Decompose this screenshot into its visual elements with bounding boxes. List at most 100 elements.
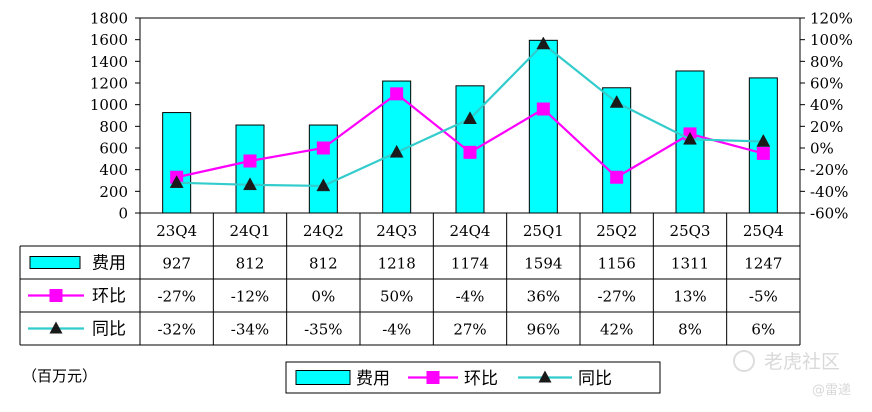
table-cell-yoy: -34% — [231, 321, 269, 339]
legend-label-qoq: 环比 — [464, 369, 498, 389]
table-cell-yoy: 8% — [678, 321, 702, 339]
y2-tick-label: 40% — [810, 96, 843, 114]
watermark-sub: @雷递 — [812, 383, 851, 398]
yoy-marker-24Q1 — [243, 177, 257, 191]
y2-tick-label: 0% — [810, 140, 834, 158]
y-tick-label: 0 — [118, 205, 128, 223]
table-cell-yoy: -4% — [382, 321, 411, 339]
table-key-yoy-marker — [49, 321, 63, 334]
y-tick-label: 1600 — [90, 31, 128, 49]
table-cell-qoq: -27% — [157, 288, 195, 306]
unit-label: （百万元） — [22, 367, 97, 385]
table-cell-qoq: 0% — [311, 288, 335, 306]
table-cell-qoq: 13% — [673, 288, 706, 306]
bar-series-fees — [162, 39, 778, 214]
table-cell-yoy: 96% — [527, 321, 560, 339]
table-row-label-fees: 费用 — [92, 254, 126, 274]
bar-24Q1 — [235, 124, 265, 214]
data-table: 23Q4 24Q1 24Q2 24Q3 24Q4 25Q1 25Q2 25Q3 25Q4 费用 92… — [19, 213, 801, 346]
table-cell-qoq: -27% — [597, 288, 635, 306]
y2-tick-label: -20% — [810, 161, 848, 179]
y2-tick-label: -60% — [810, 205, 848, 223]
yoy-marker-23Q4 — [169, 175, 184, 188]
y2-tick-label: 20% — [810, 118, 843, 136]
y-tick-label: 200 — [99, 183, 128, 201]
y-tick-label: 400 — [99, 161, 128, 179]
table-cell-yoy: 27% — [453, 321, 486, 339]
category-label: 25Q1 — [523, 222, 564, 240]
legend-key-yoy-marker — [538, 370, 552, 383]
category-label: 25Q3 — [670, 222, 711, 240]
table-cell-fees: 1311 — [671, 255, 709, 273]
y2-tick-label: 80% — [810, 53, 843, 71]
yoy-marker-24Q2 — [316, 178, 331, 192]
table-cell-fees: 1218 — [378, 255, 416, 273]
y-tick-label: 1800 — [90, 10, 128, 28]
axes: 1800 1600 1400 1200 1000 800 600 400 200 0 120% 100… — [90, 10, 853, 223]
table-cell-fees: 927 — [162, 255, 191, 273]
table-cell-qoq: 50% — [380, 288, 413, 306]
bar-25Q2 — [602, 87, 632, 214]
y2-tick-label: -40% — [810, 183, 848, 201]
table-cell-yoy: -32% — [157, 321, 195, 339]
legend-key-qoq-marker — [426, 371, 440, 384]
qoq-marker-24Q1 — [243, 154, 257, 168]
qoq-marker-25Q2 — [610, 170, 624, 184]
line-series — [169, 36, 771, 192]
qoq-marker-25Q4 — [756, 146, 770, 160]
yoy-marker-25Q4 — [756, 133, 771, 147]
yoy-marker-25Q2 — [609, 94, 624, 108]
table-cell-fees: 812 — [309, 255, 338, 273]
watermark: 老虎社区 @雷递 — [733, 350, 851, 398]
table-key-fees — [29, 256, 81, 269]
yoy-marker-25Q3 — [683, 131, 697, 145]
legend-label-yoy: 同比 — [578, 369, 612, 389]
category-label: 25Q4 — [743, 222, 784, 240]
y-tick-label: 1000 — [90, 96, 128, 114]
table-cell-qoq: -4% — [456, 288, 485, 306]
y-tick-label: 1200 — [90, 75, 128, 93]
bar-25Q1 — [528, 39, 558, 214]
yoy-marker-25Q1 — [536, 36, 551, 50]
bar-23Q4 — [162, 112, 192, 214]
table-cell-qoq: -5% — [749, 288, 778, 306]
table-cell-fees: 1156 — [598, 255, 636, 273]
y-tick-label: 800 — [99, 118, 128, 136]
y-tick-label: 1400 — [90, 53, 128, 71]
table-cell-fees: 1594 — [524, 255, 562, 273]
qoq-marker-25Q1 — [536, 102, 550, 116]
watermark-text: 老虎社区 — [764, 351, 840, 373]
category-label: 24Q4 — [450, 222, 491, 240]
y2-tick-label: 120% — [810, 10, 853, 28]
table-row-label-qoq: 环比 — [92, 287, 126, 307]
table-key-qoq-marker — [49, 289, 63, 302]
qoq-marker-24Q3 — [390, 87, 404, 101]
yoy-marker-24Q4 — [463, 111, 477, 124]
bar-24Q2 — [308, 124, 338, 214]
legend: 费用 环比 同比 — [285, 361, 661, 394]
category-label: 25Q2 — [596, 222, 637, 240]
y-tick-label: 600 — [99, 140, 128, 158]
table-cell-yoy: 42% — [600, 321, 633, 339]
table-cell-fees: 1247 — [744, 255, 782, 273]
category-label: 23Q4 — [156, 222, 197, 240]
table-cell-fees: 1174 — [451, 255, 489, 273]
category-label: 24Q1 — [230, 222, 271, 240]
y2-tick-label: 100% — [810, 31, 853, 49]
category-label: 24Q2 — [303, 222, 344, 240]
table-cell-fees: 812 — [236, 255, 265, 273]
table-cell-qoq: 36% — [527, 288, 560, 306]
yoy-marker-24Q3 — [389, 144, 404, 158]
category-label: 24Q3 — [376, 222, 417, 240]
legend-key-fees — [295, 370, 351, 385]
watermark-logo-icon — [733, 350, 755, 372]
qoq-marker-24Q4 — [463, 145, 477, 159]
qoq-marker-24Q2 — [316, 141, 330, 155]
table-cell-yoy: -35% — [304, 321, 342, 339]
y2-tick-label: 60% — [810, 75, 843, 93]
table-cell-yoy: 6% — [751, 321, 775, 339]
table-cell-qoq: -12% — [231, 288, 269, 306]
legend-label-fees: 费用 — [356, 369, 390, 389]
table-row-label-yoy: 同比 — [92, 320, 126, 340]
